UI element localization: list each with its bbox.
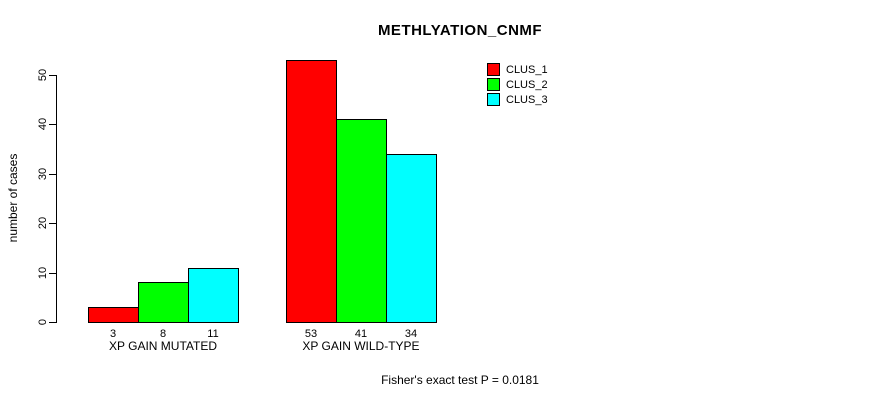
bar-clus_2-group2: [336, 119, 387, 323]
group-label: XP GAIN MUTATED: [108, 339, 218, 353]
y-tick-mark: [49, 173, 56, 175]
legend-label: CLUS_2: [506, 78, 548, 91]
legend-item-clus_2: CLUS_2: [487, 77, 548, 92]
y-tick-label: 10: [37, 266, 49, 279]
annotation-text: Fisher's exact test P = 0.0181: [381, 373, 539, 387]
legend-label: CLUS_1: [506, 63, 548, 76]
chart-title: METHLYATION_CNMF: [377, 22, 543, 39]
bar-clus_2-group1: [138, 282, 189, 323]
y-tick-label: 20: [37, 217, 49, 230]
bar-value-label: 41: [354, 328, 368, 340]
legend-swatch-icon: [487, 63, 500, 76]
y-tick-mark: [49, 124, 56, 126]
bar-value-label: 3: [109, 328, 117, 340]
y-tick-label: 40: [37, 118, 49, 131]
bar-value-label: 8: [159, 328, 167, 340]
bar-clus_1-group2: [286, 60, 337, 323]
group-label: XP GAIN WILD-TYPE: [302, 339, 420, 353]
legend-label: CLUS_3: [506, 93, 548, 106]
y-tick-label: 30: [37, 167, 49, 180]
y-tick-label: 0: [37, 318, 49, 326]
y-tick-mark: [49, 223, 56, 225]
legend: CLUS_1 CLUS_2 CLUS_3: [487, 62, 548, 107]
y-tick-mark: [49, 75, 56, 76]
y-tick-label: 50: [37, 68, 49, 82]
bar-clus_1-group1: [88, 307, 139, 323]
bar-clus_3-group2: [386, 154, 437, 323]
legend-swatch-icon: [487, 93, 500, 106]
bar-value-label: 34: [404, 328, 418, 340]
y-tick-mark: [49, 322, 56, 323]
bar-clus_3-group1: [188, 267, 239, 323]
legend-item-clus_3: CLUS_3: [487, 92, 548, 107]
legend-item-clus_1: CLUS_1: [487, 62, 548, 77]
y-axis-line: [56, 75, 57, 323]
bar-value-label: 53: [304, 328, 318, 340]
legend-swatch-icon: [487, 78, 500, 91]
bar-value-label: 11: [207, 328, 219, 340]
y-axis-label: number of cases: [6, 153, 20, 243]
y-tick-mark: [49, 272, 56, 274]
